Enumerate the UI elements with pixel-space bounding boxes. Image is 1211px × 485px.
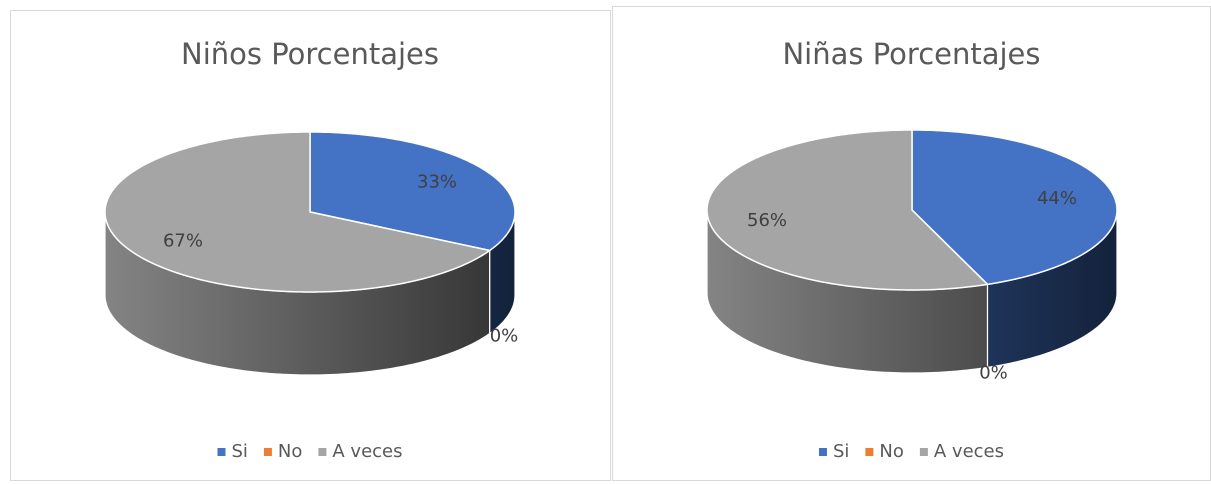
legend-swatch xyxy=(217,448,226,456)
legend-label: A veces xyxy=(332,441,402,462)
pie-slice xyxy=(911,129,1118,286)
pie-slice xyxy=(104,131,492,293)
data-label: 0% xyxy=(490,326,519,347)
legend-label: Si xyxy=(833,441,849,462)
pie-slice xyxy=(309,131,516,252)
data-label: 44% xyxy=(1037,188,1077,209)
legend-swatch xyxy=(818,448,827,456)
legend-label: No xyxy=(278,441,302,462)
legend-swatch xyxy=(263,448,272,456)
chart-title: Niños Porcentajes xyxy=(181,37,439,71)
legend-label: A veces xyxy=(934,441,1004,462)
data-label: 67% xyxy=(163,230,203,251)
data-label: 56% xyxy=(747,210,787,231)
data-label: 0% xyxy=(979,362,1008,383)
legend-swatch xyxy=(865,448,874,456)
chart-title: Niñas Porcentajes xyxy=(782,37,1040,71)
pie-slice xyxy=(706,129,990,291)
legend-swatch xyxy=(919,448,928,456)
legend-swatch xyxy=(318,448,327,456)
legend-label: No xyxy=(879,441,903,462)
data-label: 33% xyxy=(417,172,457,193)
legend-label: Si xyxy=(231,441,247,462)
